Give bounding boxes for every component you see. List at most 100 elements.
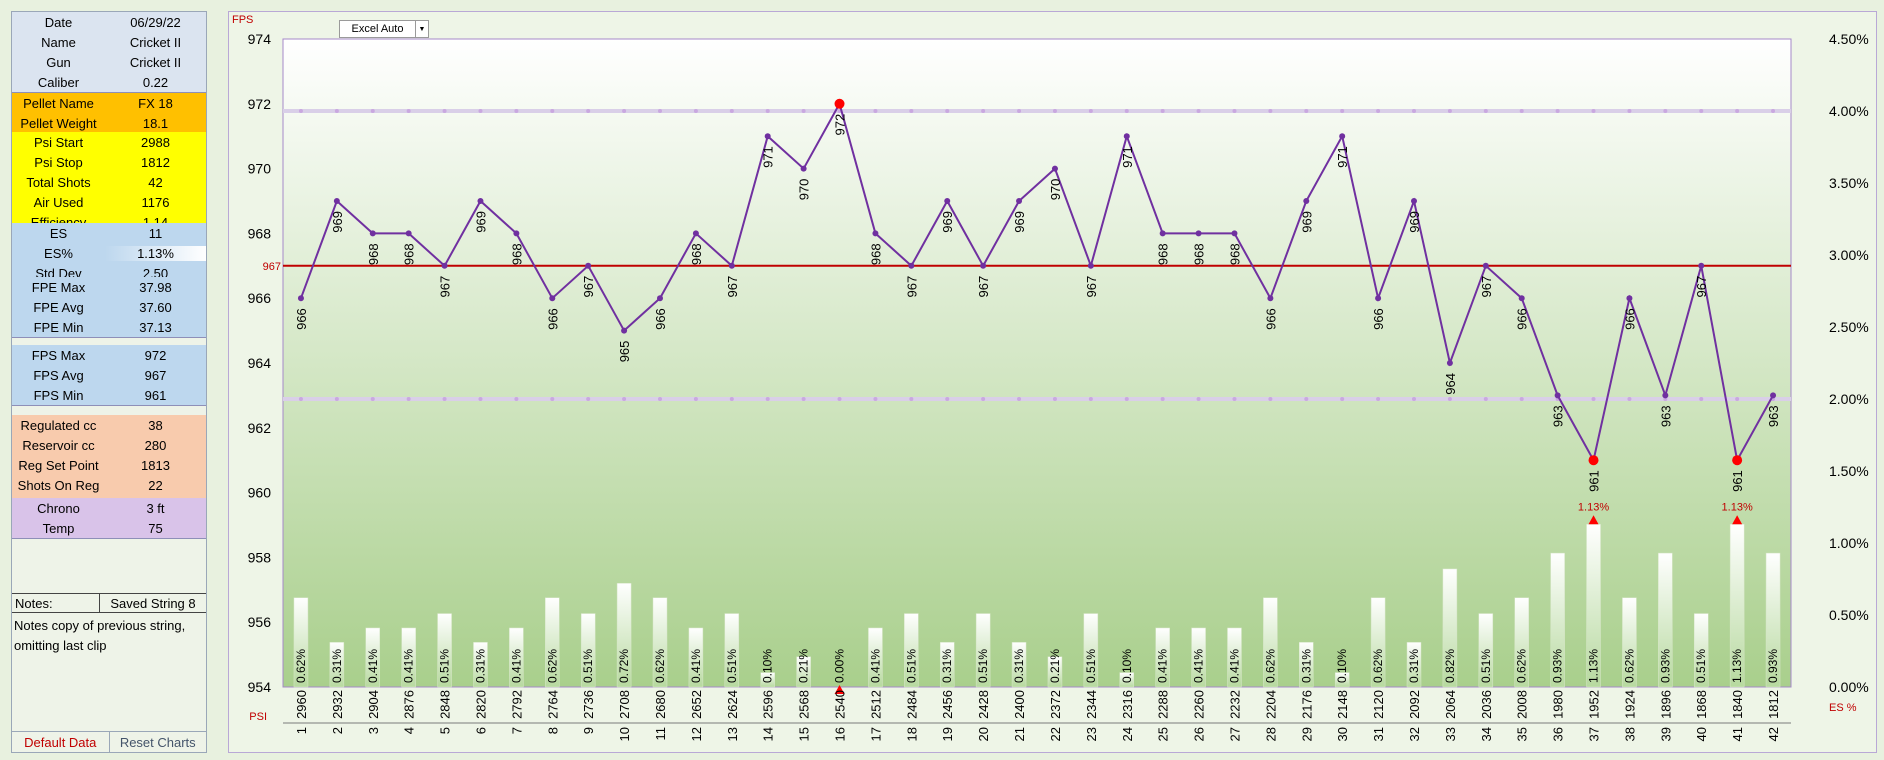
- summary-row: FPE Min 37.13: [12, 317, 206, 337]
- summary-value: 1.13%: [105, 245, 206, 261]
- limit-marker: [1591, 397, 1596, 401]
- es-bar: [868, 627, 883, 688]
- plot-area: [282, 38, 1792, 688]
- limit-marker: [622, 397, 627, 401]
- summary-row: Caliber 0.22: [12, 72, 206, 92]
- summary-key: Psi Start: [33, 134, 84, 150]
- es-bar: [616, 583, 632, 688]
- es-bar-label: 0.41%: [402, 649, 416, 683]
- fps-point: [1446, 360, 1453, 366]
- fps-point-label: 963: [1551, 405, 1566, 427]
- fps-point-label: 968: [1192, 243, 1207, 265]
- limit-marker: [586, 397, 591, 401]
- fps-point: [549, 295, 556, 302]
- es-max-marker: [1732, 515, 1743, 525]
- chart-source-value: Excel Auto: [351, 23, 404, 35]
- fps-point: [692, 230, 699, 237]
- es-bar: [1191, 627, 1206, 688]
- summary-row: Pellet Name FX 18: [12, 93, 206, 113]
- psi-tick-label: 2344: [1084, 690, 1099, 719]
- limit-marker: [1519, 397, 1524, 401]
- shot-tick-label: 19: [940, 727, 955, 741]
- y-tick-label: 958: [248, 549, 272, 565]
- y-tick-label: 962: [248, 420, 272, 436]
- summary-key: Shots On Reg: [17, 477, 100, 493]
- limit-marker: [1304, 397, 1309, 401]
- es-bar-label: 0.72%: [617, 649, 631, 683]
- es-bar-label: 0.62%: [545, 649, 559, 683]
- fps-point-label: 967: [725, 276, 740, 298]
- psi-tick-label: 2848: [438, 690, 453, 719]
- default-data-button[interactable]: Default Data: [12, 732, 110, 752]
- fps-point-label: 967: [1084, 276, 1099, 298]
- fps-point: [657, 295, 663, 302]
- fps-point: [513, 230, 520, 237]
- es-bar-label: 0.93%: [1658, 649, 1672, 683]
- fps-point: [477, 198, 484, 204]
- summary-value: Cricket II: [129, 54, 182, 70]
- shot-tick-label: 6: [473, 727, 488, 734]
- limit-marker: [1376, 397, 1381, 401]
- shot-tick-label: 9: [581, 727, 596, 734]
- shot-tick-label: 38: [1622, 727, 1637, 741]
- limit-marker: [1519, 109, 1524, 113]
- limit-marker: [658, 397, 662, 401]
- fps-point-label: 961: [1587, 470, 1602, 492]
- limit-marker: [1699, 109, 1704, 113]
- limit-marker: [729, 397, 734, 401]
- shot-tick-label: 11: [653, 727, 668, 741]
- psi-tick-label: 2120: [1371, 690, 1386, 719]
- psi-tick-label: 2148: [1335, 690, 1350, 719]
- y2-tick-label: 0.50%: [1829, 607, 1869, 623]
- es-bar-label: 0.62%: [1515, 649, 1529, 683]
- summary-value: 1813: [141, 457, 170, 473]
- summary-row: ES% 1.13%: [12, 243, 206, 263]
- shot-tick-label: 35: [1515, 727, 1530, 741]
- fps-point: [908, 262, 915, 269]
- fps-point-label: 968: [1227, 243, 1242, 265]
- fps-point: [764, 133, 771, 140]
- es-max-label: 1.13%: [1578, 501, 1609, 513]
- es-bar: [1011, 642, 1027, 688]
- fps-point-label: 963: [1658, 405, 1673, 427]
- fps-point-label: 966: [294, 308, 309, 330]
- fps-point: [1626, 295, 1633, 302]
- limit-marker: [478, 109, 483, 113]
- psi-tick-label: 2316: [1120, 690, 1135, 719]
- limit-marker: [1447, 397, 1452, 401]
- fps-point: [1554, 392, 1561, 399]
- psi-tick-label: 2708: [617, 690, 632, 719]
- summary-row: Total Shots 42: [12, 172, 206, 192]
- y2-tick-label: 0.00%: [1829, 679, 1869, 695]
- chart-source-dropdown[interactable]: Excel Auto ▼: [339, 20, 429, 38]
- psi-tick-label: 2932: [330, 690, 345, 719]
- summary-key: ES%: [44, 245, 73, 261]
- summary-row: Pellet Weight 18.1: [12, 113, 206, 133]
- y2-tick-label: 4.00%: [1829, 103, 1869, 119]
- es-bar-label: 0.62%: [1622, 649, 1636, 683]
- summary-row: Reg Set Point 1813: [12, 455, 206, 475]
- limit-marker: [514, 397, 519, 401]
- fps-point: [1732, 455, 1743, 466]
- es-bar-label: 0.82%: [1443, 649, 1457, 683]
- fps-point-label: 966: [1371, 308, 1386, 330]
- es-bar: [652, 597, 668, 688]
- fps-point: [834, 98, 845, 109]
- fps-point: [1339, 133, 1346, 140]
- shot-tick-label: 16: [833, 727, 848, 741]
- limit-marker: [406, 109, 411, 113]
- es-bar-label: 0.10%: [1335, 649, 1349, 683]
- fps-point-label: 966: [1515, 308, 1530, 330]
- es-bar-label: 0.41%: [509, 649, 523, 683]
- es-bar-label: 0.93%: [1551, 649, 1565, 683]
- fps-point: [1770, 392, 1777, 399]
- es-bar: [1442, 568, 1458, 688]
- summary-row: Shots On Reg 22: [12, 475, 206, 495]
- limit-marker: [442, 109, 447, 113]
- y-tick-label: 964: [248, 355, 272, 371]
- fps-point-label: 969: [1299, 211, 1314, 233]
- psi-tick-label: 1812: [1766, 690, 1781, 719]
- shot-tick-label: 12: [689, 727, 704, 741]
- reset-charts-button[interactable]: Reset Charts: [119, 734, 196, 750]
- es-bar: [509, 627, 524, 688]
